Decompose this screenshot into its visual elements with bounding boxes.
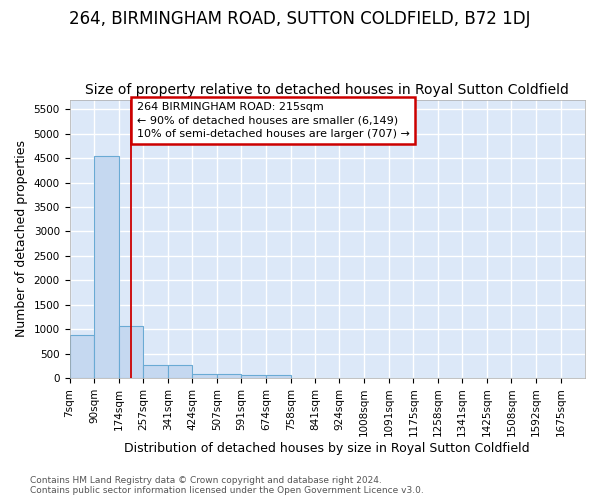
Y-axis label: Number of detached properties: Number of detached properties [15, 140, 28, 338]
Bar [70, 336, 94, 378]
Text: Contains HM Land Registry data © Crown copyright and database right 2024.
Contai: Contains HM Land Registry data © Crown c… [30, 476, 424, 495]
Bar [119, 326, 143, 378]
Bar [266, 375, 290, 378]
Bar [94, 156, 119, 378]
Bar [168, 365, 192, 378]
X-axis label: Distribution of detached houses by size in Royal Sutton Coldfield: Distribution of detached houses by size … [124, 442, 530, 455]
Bar [217, 374, 241, 378]
Bar [192, 374, 217, 378]
Title: Size of property relative to detached houses in Royal Sutton Coldfield: Size of property relative to detached ho… [85, 83, 569, 97]
Text: 264 BIRMINGHAM ROAD: 215sqm
← 90% of detached houses are smaller (6,149)
10% of : 264 BIRMINGHAM ROAD: 215sqm ← 90% of det… [137, 102, 409, 139]
Bar [241, 374, 266, 378]
Text: 264, BIRMINGHAM ROAD, SUTTON COLDFIELD, B72 1DJ: 264, BIRMINGHAM ROAD, SUTTON COLDFIELD, … [69, 10, 531, 28]
Bar [143, 365, 168, 378]
